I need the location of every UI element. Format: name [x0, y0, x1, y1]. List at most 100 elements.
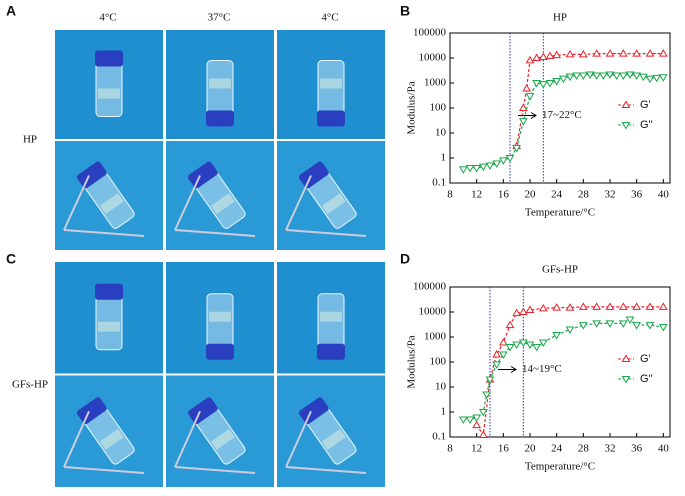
- arrow: [518, 112, 537, 119]
- legend-marker: [621, 376, 631, 384]
- gel: [320, 311, 342, 322]
- legend-label: G': [640, 99, 651, 111]
- point: [565, 73, 575, 82]
- point: [498, 351, 508, 359]
- vial-cap: [298, 161, 329, 189]
- panel-label: C: [6, 251, 16, 267]
- vial: [317, 60, 345, 127]
- chart-title: HP: [553, 12, 567, 24]
- point: [545, 51, 555, 60]
- y-tick-label: 10000: [419, 52, 447, 64]
- point: [565, 49, 575, 58]
- x-tick-label: 40: [658, 189, 670, 201]
- panel-label: D: [400, 251, 410, 267]
- y-tick-label: 0.1: [432, 431, 446, 443]
- panel-label: A: [6, 3, 16, 19]
- point: [592, 72, 602, 80]
- x-tick-label: 8: [447, 443, 453, 455]
- x-tick-label: 28: [578, 443, 590, 455]
- point: [612, 72, 622, 80]
- point: [472, 164, 482, 173]
- point: [505, 343, 515, 352]
- gel: [98, 88, 120, 99]
- point: [465, 416, 475, 425]
- point: [558, 75, 568, 84]
- series-line: [463, 73, 664, 170]
- point: [625, 71, 635, 79]
- point: [532, 53, 542, 61]
- y-tick-label: 100: [430, 356, 447, 368]
- y-tick-label: 10: [435, 127, 447, 139]
- vial: [187, 161, 246, 229]
- gel: [98, 321, 120, 332]
- vial-cap: [298, 397, 329, 425]
- point: [498, 338, 508, 346]
- gel: [209, 78, 231, 89]
- x-tick-label: 32: [605, 443, 616, 455]
- point: [525, 55, 535, 64]
- vial-cap: [76, 397, 107, 425]
- legend-marker: [621, 122, 631, 130]
- x-tick-label: 28: [578, 189, 590, 201]
- y-tick-label: 1: [441, 406, 447, 418]
- point: [485, 376, 495, 384]
- gel: [209, 311, 231, 322]
- legend-label: G'': [640, 119, 653, 131]
- series-line: [516, 52, 664, 147]
- y-axis-label: Modulus/Pa: [406, 81, 418, 134]
- point: [518, 307, 528, 315]
- point: [592, 320, 602, 328]
- series-line: [463, 318, 664, 421]
- point: [492, 361, 502, 369]
- point: [458, 166, 468, 174]
- stand: [285, 175, 367, 237]
- vial-cap: [317, 343, 345, 360]
- x-tick-label: 40: [658, 443, 670, 455]
- point: [598, 72, 608, 80]
- stand: [63, 175, 145, 237]
- point: [538, 81, 548, 89]
- vial-cap: [187, 397, 218, 425]
- point: [478, 163, 488, 172]
- stand: [285, 410, 367, 474]
- vial: [95, 283, 123, 351]
- vial-cap: [317, 110, 345, 127]
- gel: [321, 193, 346, 215]
- gel: [321, 428, 346, 450]
- column-label: 4°C: [321, 12, 338, 24]
- vial: [298, 397, 357, 465]
- point: [605, 302, 615, 310]
- column-label: 37°C: [208, 12, 231, 24]
- point: [618, 320, 628, 328]
- point: [538, 52, 548, 60]
- x-tick-label: 12: [471, 189, 482, 201]
- x-tick-label: 16: [498, 189, 510, 201]
- point: [498, 157, 508, 165]
- point: [605, 320, 615, 328]
- x-tick-label: 36: [631, 189, 643, 201]
- stand: [174, 410, 256, 474]
- point: [645, 322, 655, 330]
- panel-label: B: [400, 3, 410, 19]
- vial: [298, 161, 357, 229]
- chart-title: GFs-HP: [542, 264, 578, 276]
- point: [538, 303, 548, 312]
- point: [478, 409, 488, 417]
- point: [538, 339, 548, 348]
- point: [552, 332, 562, 340]
- vial-cap: [206, 110, 234, 127]
- y-axis-label: Modulus/Pa: [406, 335, 418, 388]
- point: [658, 324, 668, 332]
- vial: [95, 50, 123, 117]
- point: [492, 349, 502, 358]
- y-tick-label: 100000: [413, 27, 447, 39]
- point: [578, 322, 588, 330]
- point: [552, 50, 562, 59]
- point: [658, 49, 668, 57]
- x-tick-label: 32: [605, 189, 616, 201]
- point: [638, 73, 648, 82]
- point: [572, 72, 582, 80]
- photo: [277, 141, 385, 250]
- point: [525, 93, 535, 101]
